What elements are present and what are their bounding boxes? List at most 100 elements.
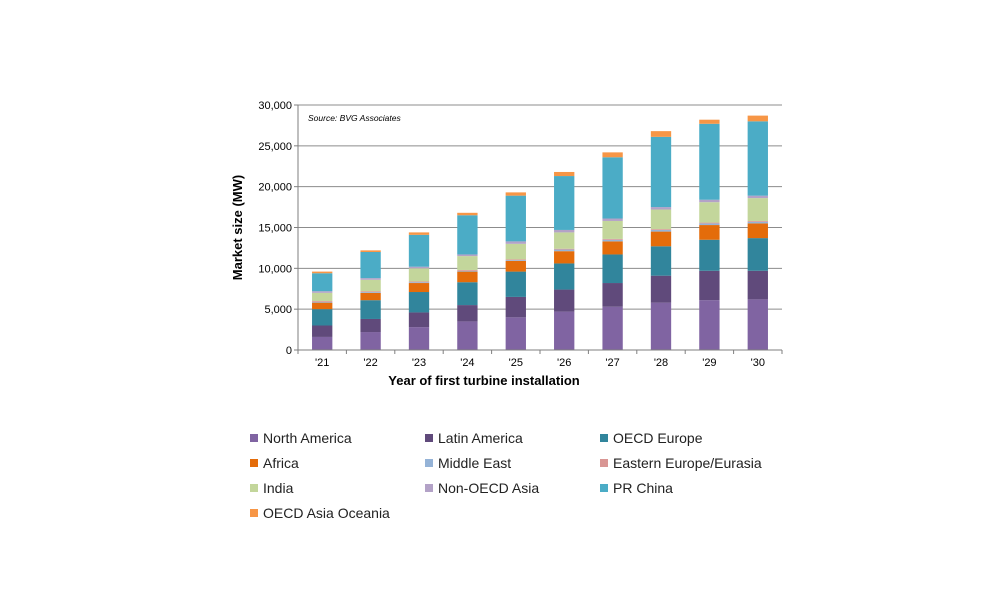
bar-segment [554, 249, 575, 252]
bar-segment [505, 317, 526, 350]
bar-segment [554, 229, 575, 233]
bar-segment [312, 271, 333, 274]
bar-segment [747, 223, 768, 239]
bar-segment [650, 209, 672, 230]
legend-row: North America Latin America OECD Europe [250, 425, 810, 450]
bar-segment [554, 176, 575, 230]
x-tick-label: '21 [315, 357, 329, 369]
bar-segment [457, 212, 478, 216]
bar-segment [505, 195, 526, 242]
bars [312, 115, 768, 350]
bar-segment [505, 241, 526, 244]
bar-segment [505, 192, 526, 196]
bar-segment [360, 318, 381, 333]
bar-segment [699, 222, 720, 224]
bar-segment [650, 246, 672, 276]
legend-label: PR China [613, 479, 673, 496]
y-tick-label: 25,000 [258, 141, 292, 153]
legend-swatch [250, 458, 258, 467]
bar-segment [602, 218, 623, 221]
bar-segment [602, 283, 623, 307]
legend-row: Africa Middle East Eastern Europe/Eurasia [250, 450, 810, 475]
bar-segment [650, 275, 672, 303]
bar-segment [699, 223, 720, 226]
bar-segment [505, 271, 526, 297]
x-tick-label: '23 [412, 357, 426, 369]
bar-segment [312, 302, 333, 310]
legend-label: Eastern Europe/Eurasia [613, 454, 762, 471]
legend-swatch [600, 483, 608, 492]
bar-segment [699, 202, 720, 223]
bar-segment [408, 234, 430, 267]
legend-item: India [250, 480, 425, 496]
bar-segment [505, 243, 526, 260]
legend-swatch [600, 458, 608, 467]
legend-item: Middle East [425, 455, 600, 471]
bar-segment [360, 278, 381, 280]
legend-item: Latin America [425, 430, 600, 446]
bar-segment [312, 291, 333, 293]
bar-segment [408, 312, 430, 328]
bar-segment [360, 250, 381, 252]
bar-segment [554, 289, 575, 312]
bar-segment [747, 299, 768, 350]
bar-segment [554, 251, 575, 264]
bar-segment [505, 259, 526, 261]
bar-segment [699, 199, 720, 203]
bar-segment [457, 254, 478, 257]
legend-item: OECD Europe [600, 430, 775, 446]
bar-segment [554, 311, 575, 350]
y-axis-title: Market size (MW) [230, 175, 245, 280]
bar-segment [602, 241, 623, 255]
y-tick-label: 0 [286, 345, 292, 357]
legend-swatch [425, 433, 433, 442]
legend-item: PR China [600, 480, 775, 496]
bar-segment [408, 266, 430, 269]
bar-segment [554, 263, 575, 290]
legend-label: Latin America [438, 429, 523, 446]
bar-segment [747, 198, 768, 221]
x-tick-label: '24 [460, 357, 474, 369]
source-annotation: Source: BVG Associates [308, 113, 402, 123]
bar-segment [312, 292, 333, 301]
legend-swatch [425, 458, 433, 467]
bar-segment [457, 271, 478, 283]
bar-segment [650, 207, 672, 210]
bar-segment [554, 232, 575, 249]
legend-label: Middle East [438, 454, 512, 471]
bar-segment [650, 131, 672, 137]
bar-segment [312, 301, 333, 302]
bar-segment [360, 300, 381, 319]
legend-label: India [263, 479, 294, 496]
legend-item: OECD Asia Oceania [250, 505, 425, 521]
bar-segment [408, 268, 430, 282]
bar-segment [408, 292, 430, 313]
legend-label: North America [263, 429, 352, 446]
bar-segment [554, 171, 575, 177]
bar-segment [602, 152, 623, 158]
legend-swatch [600, 433, 608, 442]
x-tick-label: '25 [509, 357, 523, 369]
bar-segment [602, 239, 623, 242]
bar-segment [602, 220, 623, 239]
bar-segment [360, 279, 381, 292]
bar-segment [650, 136, 672, 208]
bar-segment [457, 305, 478, 322]
bar-segment [312, 336, 333, 350]
legend-row: OECD Asia Oceania [250, 500, 810, 525]
bar-segment [747, 121, 768, 196]
legend-swatch [250, 508, 258, 517]
bar-segment [360, 291, 381, 293]
bar-segment [457, 215, 478, 255]
bar-segment [312, 325, 333, 337]
stacked-bar-chart: 0 5,000 10,000 15,000 20,000 25,000 30,000 '21 '… [230, 100, 783, 388]
bar-segment [699, 123, 720, 200]
bar-segment [312, 273, 333, 292]
bar-segment [747, 220, 768, 222]
bar-segment [650, 229, 672, 230]
legend-label: Africa [263, 454, 299, 471]
legend: North America Latin America OECD Europe Afr… [250, 425, 810, 525]
y-tick-label: 15,000 [258, 223, 292, 235]
bar-segment [747, 238, 768, 271]
legend-item: North America [250, 430, 425, 446]
